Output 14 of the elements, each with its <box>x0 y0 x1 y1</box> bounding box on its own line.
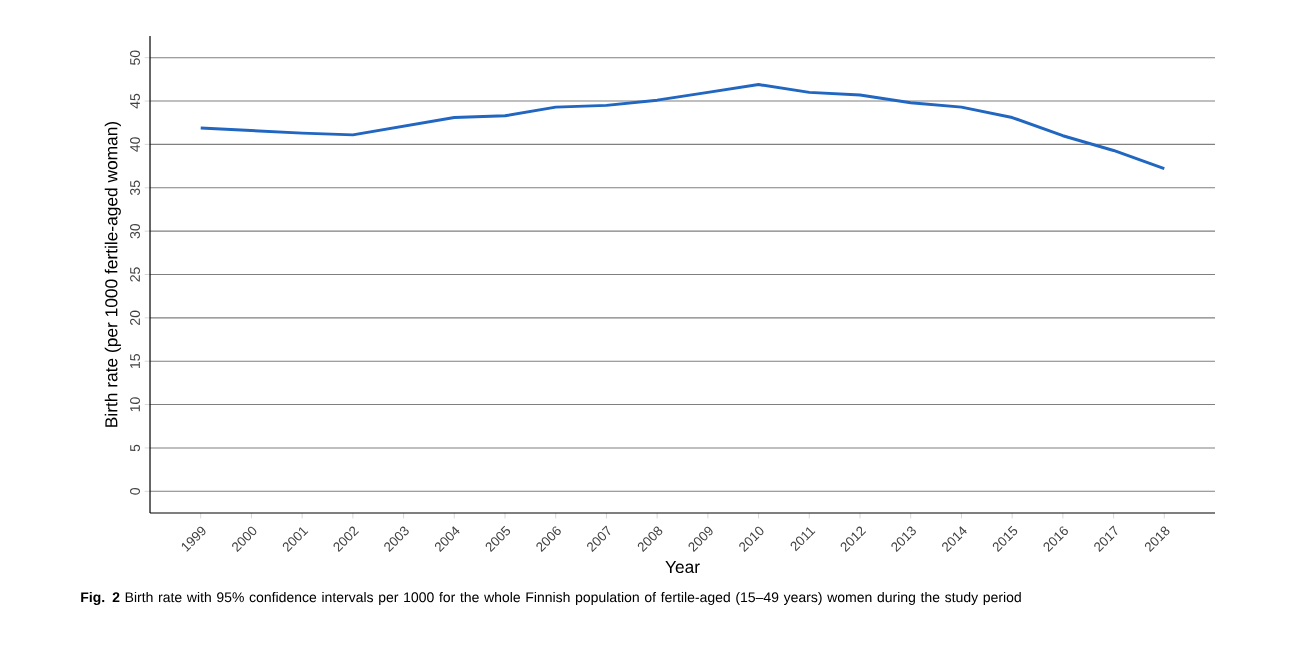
y-tick-label: 40 <box>130 137 140 152</box>
y-tick-label: 45 <box>130 93 140 109</box>
y-tick-label: 0 <box>130 487 140 495</box>
y-tick-label: 35 <box>130 180 140 196</box>
y-tick-label: 25 <box>130 267 140 282</box>
y-tick-label: 50 <box>130 50 140 65</box>
x-axis-title: Year <box>665 560 700 574</box>
y-axis-title: Birth rate (per 1000 fertile-aged woman) <box>104 121 121 427</box>
y-tick-label: 20 <box>130 310 140 325</box>
y-tick-label: 15 <box>130 354 140 368</box>
y-tick-label: 30 <box>130 223 140 239</box>
y-tick-label: 10 <box>130 397 140 412</box>
text: Fig. 2 Birth rate with 95% confidence intervals per 1000 for the whole Finnish population of fertile-aged (15–49 years) women during the study period <box>81 591 1021 606</box>
y-tick-label: 5 <box>130 444 140 452</box>
